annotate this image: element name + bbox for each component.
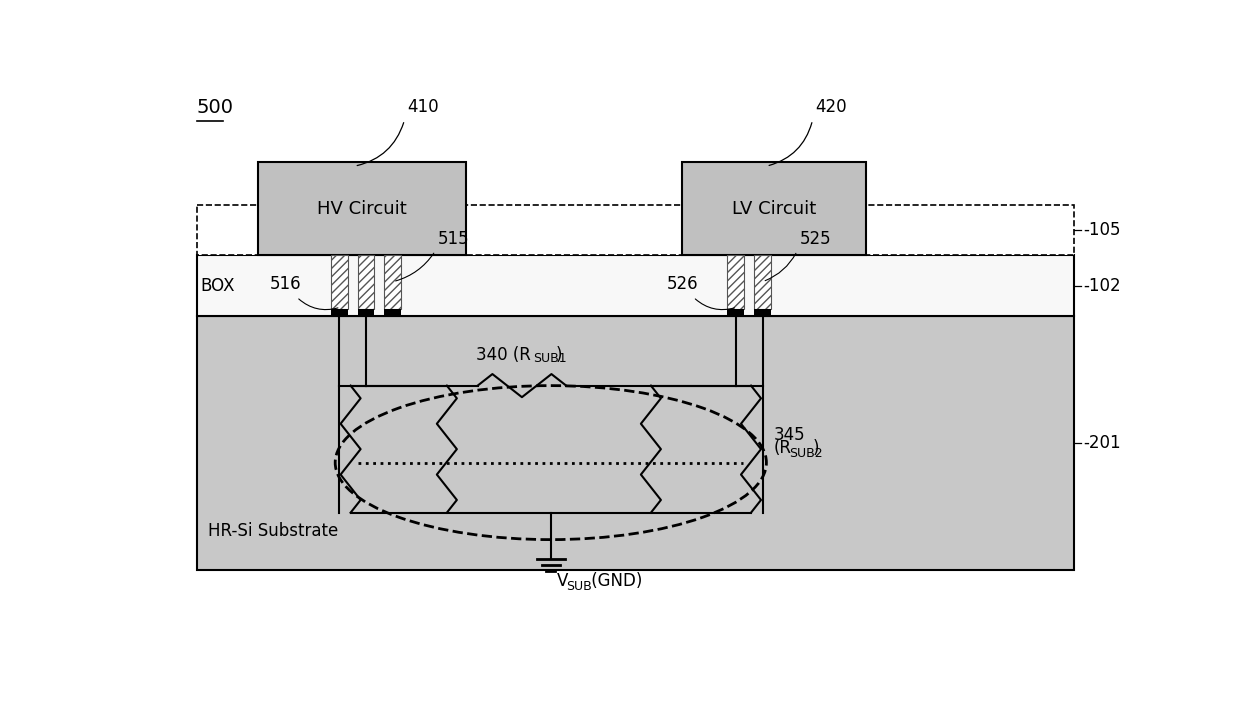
Text: 345: 345: [774, 425, 806, 444]
Text: SUB2: SUB2: [790, 447, 823, 460]
Bar: [727, 255, 744, 309]
Text: 525: 525: [800, 230, 831, 248]
Text: 410: 410: [407, 98, 439, 117]
Text: BOX: BOX: [201, 277, 234, 294]
Text: ): ): [812, 439, 820, 457]
Bar: [754, 309, 771, 316]
Bar: [331, 255, 347, 309]
Text: V: V: [557, 572, 568, 590]
Text: 516: 516: [270, 275, 301, 294]
Bar: [727, 309, 744, 316]
Bar: [357, 255, 374, 309]
Text: 340 (R: 340 (R: [476, 346, 531, 364]
Bar: [197, 316, 1074, 570]
Bar: [682, 162, 867, 255]
Text: SUB: SUB: [567, 579, 591, 593]
Bar: [197, 205, 1074, 255]
Bar: [258, 162, 466, 255]
Text: (R: (R: [774, 439, 792, 457]
Bar: [197, 255, 1074, 316]
Text: LV Circuit: LV Circuit: [732, 200, 816, 218]
Text: -201: -201: [1084, 434, 1121, 452]
Text: HV Circuit: HV Circuit: [317, 200, 407, 218]
Bar: [384, 255, 402, 309]
Text: SUB1: SUB1: [533, 352, 567, 365]
Bar: [754, 255, 771, 309]
Bar: [331, 309, 347, 316]
Text: ): ): [556, 346, 562, 364]
Text: 500: 500: [197, 98, 233, 117]
Text: -102: -102: [1084, 277, 1121, 294]
Text: -105: -105: [1084, 220, 1121, 239]
Bar: [384, 309, 402, 316]
Text: 515: 515: [438, 230, 469, 248]
Text: 420: 420: [815, 98, 847, 117]
Bar: [357, 309, 374, 316]
Text: HR-Si Substrate: HR-Si Substrate: [208, 522, 339, 540]
Text: 526: 526: [666, 275, 698, 294]
Text: (GND): (GND): [587, 572, 642, 590]
